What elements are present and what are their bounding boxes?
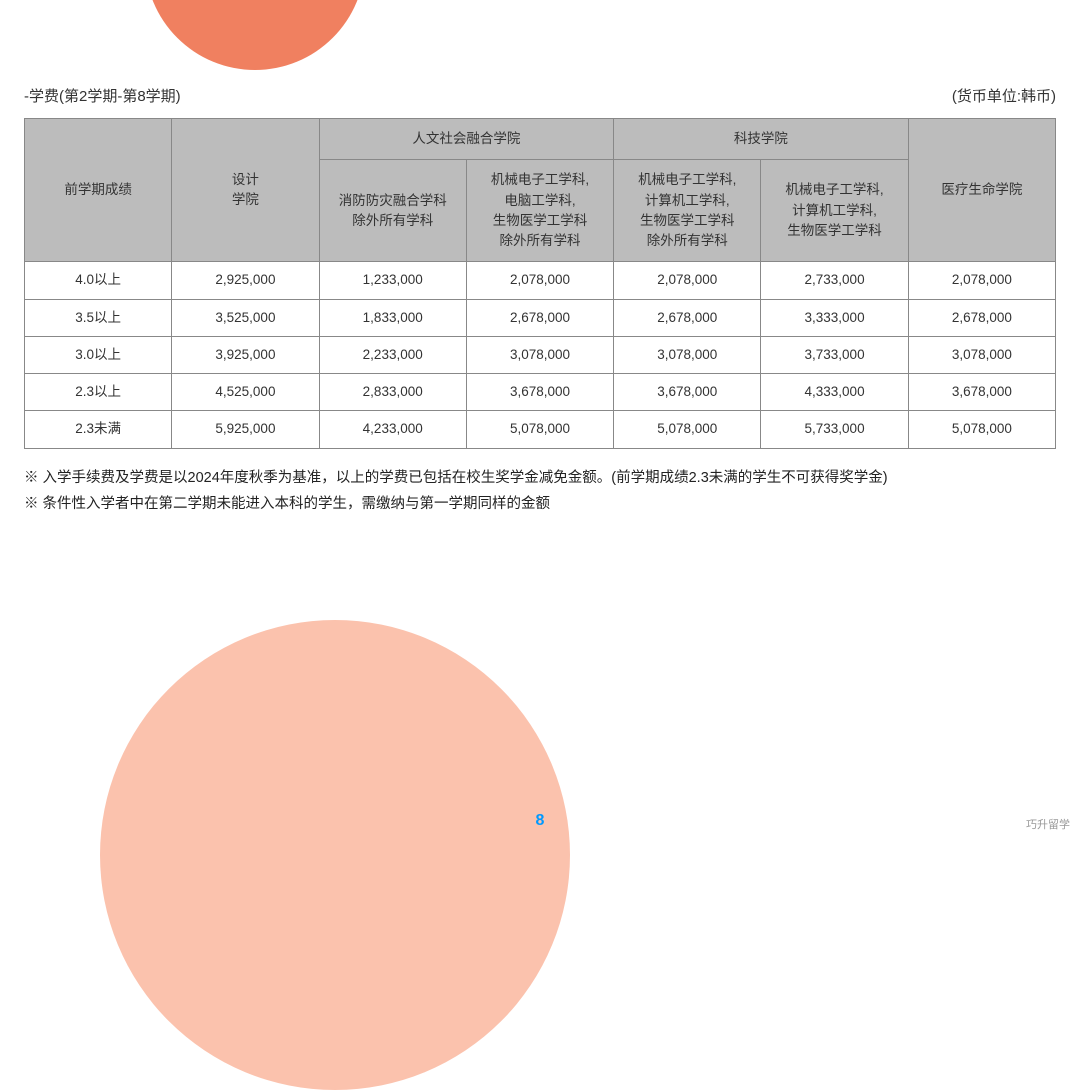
th-design: 设计 学院	[172, 119, 319, 262]
cell-value: 2,078,000	[466, 262, 613, 299]
table-row: 2.3以上 4,525,000 2,833,000 3,678,000 3,67…	[25, 374, 1056, 411]
table-row: 4.0以上 2,925,000 1,233,000 2,078,000 2,07…	[25, 262, 1056, 299]
page-content: -学费(第2学期-第8学期) (货币单位:韩币) 前学期成绩 设计 学院 人文社…	[0, 0, 1080, 517]
cell-label: 4.0以上	[25, 262, 172, 299]
cell-value: 3,078,000	[466, 336, 613, 373]
cell-value: 2,678,000	[614, 299, 761, 336]
title-row: -学费(第2学期-第8学期) (货币单位:韩币)	[24, 85, 1056, 106]
notes: ※ 入学手续费及学费是以2024年度秋季为基准，以上的学费已包括在校生奖学金减免…	[24, 465, 1056, 517]
th-medical: 医疗生命学院	[908, 119, 1055, 262]
cell-value: 5,078,000	[466, 411, 613, 448]
cell-value: 5,925,000	[172, 411, 319, 448]
page-number: 8	[536, 812, 545, 830]
note-1: ※ 入学手续费及学费是以2024年度秋季为基准，以上的学费已包括在校生奖学金减免…	[24, 465, 1056, 491]
cell-value: 1,233,000	[319, 262, 466, 299]
cell-value: 2,078,000	[908, 262, 1055, 299]
th-group-humanities: 人文社会融合学院	[319, 119, 614, 160]
cell-value: 4,333,000	[761, 374, 908, 411]
tuition-table: 前学期成绩 设计 学院 人文社会融合学院 科技学院 医疗生命学院 消防防灾融合学…	[24, 118, 1056, 449]
cell-value: 2,833,000	[319, 374, 466, 411]
cell-value: 3,333,000	[761, 299, 908, 336]
cell-value: 2,733,000	[761, 262, 908, 299]
decor-circle-bottom	[100, 620, 570, 1090]
cell-value: 2,233,000	[319, 336, 466, 373]
title-right: (货币单位:韩币)	[952, 85, 1056, 106]
th-group-tech: 科技学院	[614, 119, 909, 160]
cell-label: 2.3未满	[25, 411, 172, 448]
cell-value: 4,233,000	[319, 411, 466, 448]
cell-value: 3,678,000	[908, 374, 1055, 411]
th-sub-c3: 机械电子工学科, 电脑工学科, 生物医学工学科 除外所有学科	[466, 160, 613, 262]
cell-value: 3,078,000	[908, 336, 1055, 373]
cell-value: 1,833,000	[319, 299, 466, 336]
cell-value: 5,733,000	[761, 411, 908, 448]
cell-value: 3,678,000	[614, 374, 761, 411]
cell-value: 5,078,000	[614, 411, 761, 448]
cell-label: 3.0以上	[25, 336, 172, 373]
table-row: 3.0以上 3,925,000 2,233,000 3,078,000 3,07…	[25, 336, 1056, 373]
cell-value: 3,678,000	[466, 374, 613, 411]
cell-value: 2,078,000	[614, 262, 761, 299]
cell-label: 2.3以上	[25, 374, 172, 411]
table-row: 2.3未满 5,925,000 4,233,000 5,078,000 5,07…	[25, 411, 1056, 448]
cell-label: 3.5以上	[25, 299, 172, 336]
cell-value: 4,525,000	[172, 374, 319, 411]
th-grade: 前学期成绩	[25, 119, 172, 262]
cell-value: 2,678,000	[466, 299, 613, 336]
th-sub-c4: 机械电子工学科, 计算机工学科, 生物医学工学科 除外所有学科	[614, 160, 761, 262]
cell-value: 3,733,000	[761, 336, 908, 373]
watermark: 巧升留学	[1026, 816, 1070, 832]
table-body: 4.0以上 2,925,000 1,233,000 2,078,000 2,07…	[25, 262, 1056, 448]
cell-value: 2,678,000	[908, 299, 1055, 336]
th-sub-c2: 消防防灾融合学科 除外所有学科	[319, 160, 466, 262]
table-row: 3.5以上 3,525,000 1,833,000 2,678,000 2,67…	[25, 299, 1056, 336]
note-2: ※ 条件性入学者中在第二学期未能进入本科的学生，需缴纳与第一学期同样的金额	[24, 491, 1056, 517]
th-sub-c5: 机械电子工学科, 计算机工学科, 生物医学工学科	[761, 160, 908, 262]
cell-value: 3,078,000	[614, 336, 761, 373]
cell-value: 3,525,000	[172, 299, 319, 336]
cell-value: 5,078,000	[908, 411, 1055, 448]
cell-value: 3,925,000	[172, 336, 319, 373]
title-left: -学费(第2学期-第8学期)	[24, 85, 181, 106]
cell-value: 2,925,000	[172, 262, 319, 299]
